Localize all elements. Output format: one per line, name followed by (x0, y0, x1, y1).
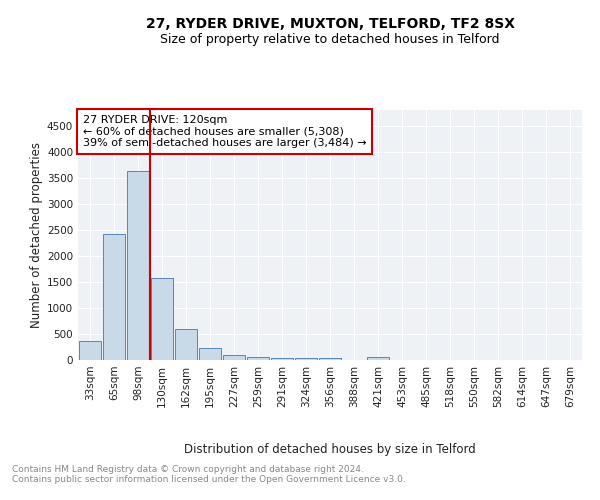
Bar (127, 172, 149, 360)
Bar (151, 278, 173, 360)
Bar (103, 234, 125, 360)
Bar (367, 357, 389, 360)
Text: 27 RYDER DRIVE: 120sqm
← 60% of detached houses are smaller (5,308)
39% of semi-: 27 RYDER DRIVE: 120sqm ← 60% of detached… (83, 115, 367, 148)
Bar (295, 358, 317, 360)
Text: Distribution of detached houses by size in Telford: Distribution of detached houses by size … (184, 442, 476, 456)
Y-axis label: Number of detached properties: Number of detached properties (30, 142, 43, 328)
Bar (79, 340, 101, 360)
Bar (175, 330, 197, 360)
Text: Contains HM Land Registry data © Crown copyright and database right 2024.
Contai: Contains HM Land Registry data © Crown c… (12, 465, 406, 484)
Text: Size of property relative to detached houses in Telford: Size of property relative to detached ho… (160, 32, 500, 46)
Bar (271, 358, 293, 360)
Bar (199, 348, 221, 360)
Bar (319, 358, 341, 360)
Bar (247, 357, 269, 360)
Text: 27, RYDER DRIVE, MUXTON, TELFORD, TF2 8SX: 27, RYDER DRIVE, MUXTON, TELFORD, TF2 8S… (146, 18, 515, 32)
Bar (223, 354, 245, 360)
